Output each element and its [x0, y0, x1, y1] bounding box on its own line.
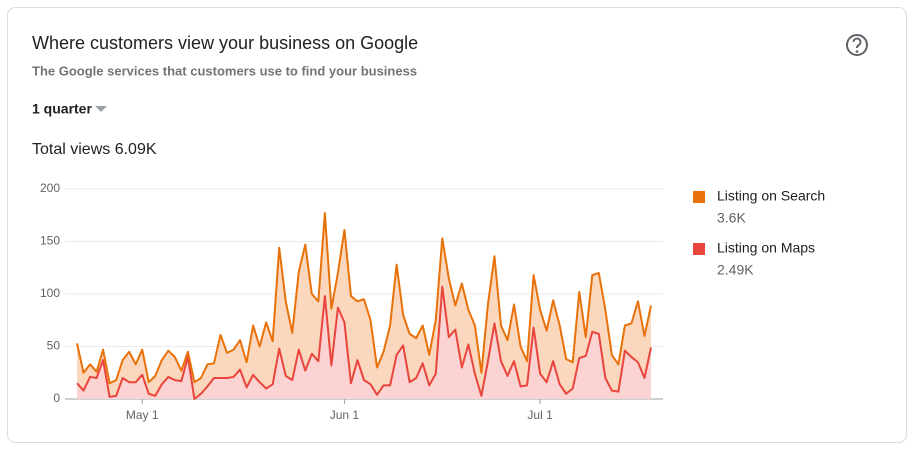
help-button[interactable] [846, 34, 868, 56]
help-dot[interactable] [855, 50, 859, 53]
y-tick-label: 50 [47, 339, 61, 353]
legend-label: Listing on Maps [717, 240, 815, 256]
legend-swatch [693, 243, 705, 255]
x-tick-label: May 1 [126, 408, 159, 422]
line [76, 212, 652, 385]
card [7, 7, 907, 443]
y-tick-label: 0 [53, 391, 60, 405]
x-tick-label: Jul 1 [527, 408, 553, 422]
period-dropdown[interactable]: 1 quarter [32, 101, 107, 117]
y-tick-label: 150 [40, 234, 60, 248]
legend-total: 3.6K [717, 210, 746, 226]
y-tick-label: 100 [40, 286, 60, 300]
help-mark[interactable] [852, 37, 862, 49]
card-subtitle: The Google services that customers use t… [32, 63, 417, 78]
x-tick-label: Jun 1 [330, 408, 360, 422]
dropdown-arrow[interactable] [95, 106, 107, 112]
period-label[interactable]: 1 quarter [32, 101, 92, 117]
legend-label: Listing on Search [717, 188, 825, 204]
chart-title: Total views 6.09K [32, 141, 157, 158]
y-tick-label: 200 [40, 181, 60, 195]
legend-swatch [693, 191, 705, 203]
legend-total: 2.49K [717, 262, 754, 278]
area [77, 286, 651, 399]
card-title: Where customers view your business on Go… [32, 33, 418, 53]
line [76, 285, 652, 400]
area [77, 213, 651, 399]
help-circle[interactable] [846, 34, 868, 56]
